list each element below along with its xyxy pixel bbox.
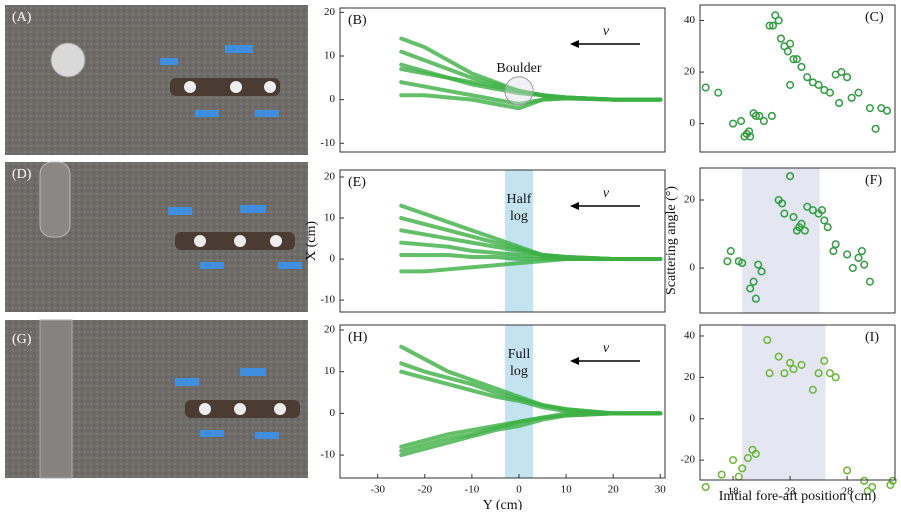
- y-tick-label: 0: [690, 412, 696, 424]
- y-tick-label: 0: [690, 262, 696, 274]
- x-tick-label: 20: [608, 484, 620, 496]
- annotation: log: [510, 364, 528, 379]
- plot-area: [340, 8, 665, 152]
- panel: 0 20 (F) Scattering angle (°): [664, 168, 895, 313]
- point: [702, 484, 709, 491]
- photo-a: (A): [5, 5, 308, 155]
- figure: (A) (D) (G) -10 0 10 20 Boulder v (B) -10 0 10 20 H…: [0, 0, 901, 510]
- annotation: Boulder: [496, 61, 541, 76]
- x-tick-label: -30: [370, 484, 385, 496]
- y-axis-title: X (cm): [304, 221, 319, 261]
- panel-label: (I): [865, 330, 879, 345]
- y-tick-label: 40: [684, 14, 696, 26]
- y-tick-label: -10: [320, 449, 335, 461]
- x-tick-label: -10: [465, 484, 480, 496]
- x-axis-title: Y (cm): [483, 498, 523, 510]
- y-tick-label: 20: [324, 171, 336, 183]
- photo-d: (D): [5, 162, 308, 312]
- y-tick-label: 20: [684, 194, 696, 206]
- panel-label: (B): [348, 13, 367, 28]
- panel-label: (E): [348, 175, 366, 190]
- panel-label: (D): [12, 167, 32, 182]
- x-tick-label: 10: [561, 484, 573, 496]
- panel-label: (F): [865, 173, 882, 188]
- y-tick-label: 20: [324, 6, 336, 18]
- y-axis-title: Scattering angle (°): [664, 186, 679, 295]
- velocity-label: v: [603, 186, 610, 201]
- annotation: log: [510, 209, 528, 224]
- y-tick-label: 10: [324, 50, 336, 62]
- shaded-band: [742, 168, 820, 313]
- y-tick-label: 10: [324, 212, 336, 224]
- annotation: Full: [508, 347, 531, 362]
- x-tick-label: 30: [655, 484, 667, 496]
- velocity-label: v: [603, 341, 610, 356]
- y-tick-label: 20: [684, 66, 696, 78]
- y-tick-label: 0: [330, 407, 336, 419]
- plot-area: [700, 5, 895, 152]
- y-tick-label: 20: [684, 371, 696, 383]
- y-tick-label: -10: [320, 294, 335, 306]
- x-tick-label: -20: [417, 484, 432, 496]
- velocity-label: v: [603, 24, 610, 39]
- panel: -10 0 10 20 Half log v (E) X (cm): [304, 170, 665, 312]
- x-tick-label: 0: [516, 484, 522, 496]
- panel: 0 20 40 (C): [684, 5, 895, 152]
- panel: -10 0 10 20 -30 -20 -10 0 10 20 30 Full log v (H) Y (cm…: [320, 324, 666, 510]
- panel-label: (C): [865, 10, 884, 25]
- panel-label: (G): [12, 332, 32, 347]
- y-tick-label: -10: [320, 137, 335, 149]
- panel: -10 0 10 20 Boulder v (B): [320, 6, 665, 152]
- y-tick-label: 20: [324, 324, 336, 336]
- photo-g: (G): [5, 320, 308, 478]
- y-tick-label: -20: [680, 454, 695, 466]
- boulder: [505, 77, 533, 105]
- plot-area: [340, 325, 665, 478]
- y-tick-label: 10: [324, 365, 336, 377]
- y-tick-label: 0: [330, 253, 336, 265]
- panel-label: (H): [348, 330, 368, 345]
- y-tick-label: 0: [690, 117, 696, 129]
- annotation: Half: [507, 192, 532, 207]
- panel-label: (A): [12, 10, 32, 25]
- panel: -2002040182328(I)Initial fore-aft positi…: [680, 325, 896, 504]
- x-axis-title: Initial fore-aft position (cm): [719, 489, 877, 504]
- y-tick-label: 40: [684, 329, 696, 341]
- y-tick-label: 0: [330, 93, 336, 105]
